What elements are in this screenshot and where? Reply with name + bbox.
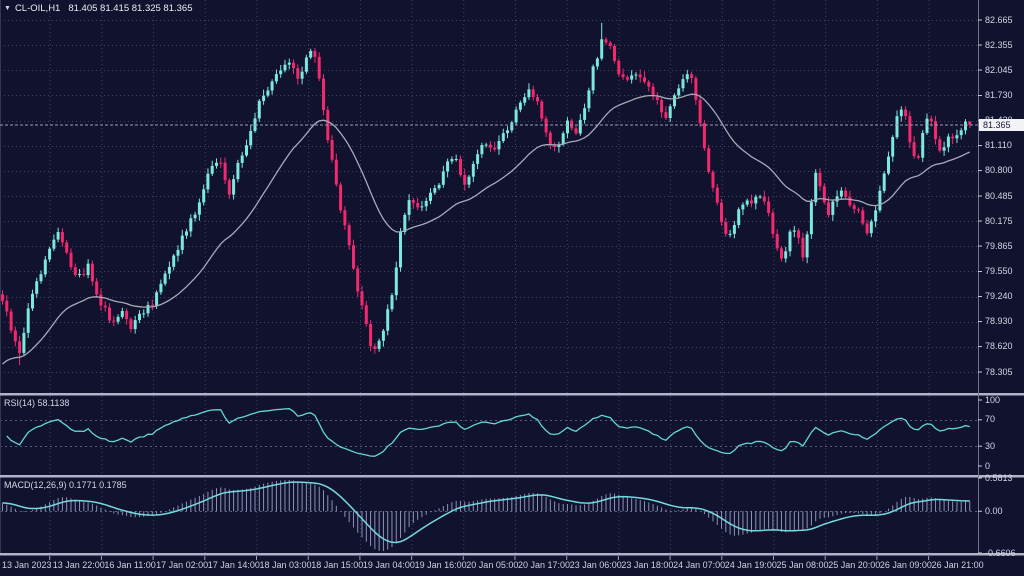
ma-line <box>2 93 971 365</box>
panel-separator[interactable] <box>0 553 1024 556</box>
axis-ticks <box>49 19 982 560</box>
time-axis-scale[interactable] <box>0 556 1024 576</box>
panel-separator[interactable] <box>0 393 1024 396</box>
grid-layer <box>0 0 978 553</box>
price-axis-scale[interactable] <box>978 0 1024 553</box>
rsi-line <box>6 408 970 457</box>
macd-signal-line <box>2 481 970 544</box>
macd-panel[interactable] <box>0 478 978 553</box>
panel-separator[interactable] <box>0 475 1024 478</box>
rsi-panel[interactable] <box>0 396 978 475</box>
candles-layer <box>1 22 972 366</box>
main-chart-panel[interactable] <box>0 0 978 393</box>
current-price-tag: 81.365 <box>979 119 1024 131</box>
